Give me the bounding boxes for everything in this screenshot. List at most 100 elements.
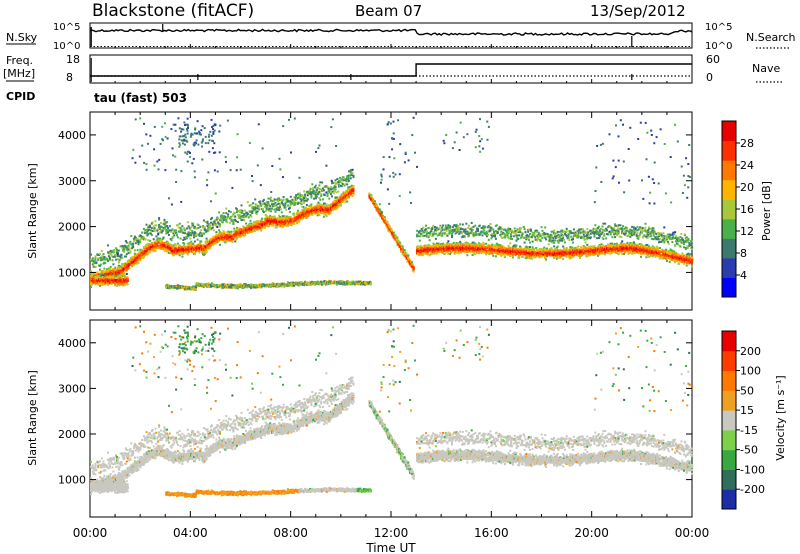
power-cell bbox=[331, 195, 333, 198]
power-cell bbox=[229, 210, 232, 213]
power-cell bbox=[191, 230, 194, 233]
power-cell bbox=[185, 227, 188, 230]
power-cell bbox=[91, 263, 94, 266]
power-cell bbox=[133, 263, 135, 266]
power-cell bbox=[150, 222, 153, 225]
power-cell bbox=[322, 198, 324, 201]
power-cell bbox=[92, 264, 95, 267]
power-cell bbox=[331, 182, 334, 184]
power-cell bbox=[305, 214, 307, 217]
power-cell bbox=[248, 227, 251, 230]
power-cell bbox=[228, 210, 230, 213]
power-cell bbox=[222, 236, 225, 239]
power-cell bbox=[227, 213, 230, 216]
power-cell bbox=[134, 236, 137, 239]
power-cell bbox=[239, 209, 242, 212]
power-cell bbox=[169, 243, 172, 246]
power-cell bbox=[303, 190, 306, 193]
power-cell bbox=[127, 264, 130, 267]
power-cell bbox=[275, 221, 278, 224]
power-cell bbox=[305, 212, 308, 215]
power-cell bbox=[149, 239, 152, 242]
power-cell bbox=[116, 258, 119, 261]
power-cell bbox=[125, 253, 128, 256]
power-cell bbox=[150, 229, 152, 232]
power-cell bbox=[211, 222, 214, 225]
power-cell bbox=[91, 276, 94, 279]
power-cell bbox=[108, 259, 111, 262]
power-cell bbox=[304, 195, 307, 198]
power-cell bbox=[331, 201, 334, 204]
power-cell bbox=[155, 235, 158, 238]
power-cell bbox=[90, 253, 92, 256]
power-cell bbox=[236, 283, 239, 286]
power-cell bbox=[97, 257, 100, 260]
power-cell bbox=[206, 220, 209, 223]
power-cell bbox=[232, 221, 235, 224]
power-cell bbox=[150, 227, 153, 230]
power-cell bbox=[261, 226, 264, 229]
power-cell bbox=[158, 223, 161, 226]
power-cell bbox=[186, 253, 189, 256]
power-cell bbox=[305, 197, 307, 200]
power-cell bbox=[297, 221, 300, 223]
power-cell bbox=[259, 200, 262, 203]
power-cell bbox=[339, 198, 342, 201]
power-cell bbox=[267, 201, 270, 203]
power-cell bbox=[167, 231, 169, 234]
power-cell bbox=[181, 250, 184, 253]
power-cell bbox=[94, 258, 97, 261]
freq-left-tick-top: 18 bbox=[66, 53, 80, 66]
power-cell bbox=[268, 203, 271, 206]
power-cell bbox=[347, 194, 350, 197]
power-cell bbox=[186, 234, 189, 237]
power-cell bbox=[94, 255, 97, 258]
power-cell bbox=[111, 251, 114, 254]
power-cell bbox=[124, 255, 127, 258]
power-cell bbox=[224, 216, 227, 219]
power-cell bbox=[90, 286, 92, 289]
power-cell bbox=[197, 227, 200, 229]
power-cell bbox=[100, 274, 103, 277]
power-cell bbox=[202, 225, 204, 227]
power-cell bbox=[219, 223, 221, 226]
power-cell bbox=[107, 270, 109, 273]
power-cell bbox=[271, 207, 273, 210]
power-cell bbox=[154, 250, 157, 252]
power-cell bbox=[317, 192, 320, 195]
power-cell bbox=[236, 226, 238, 229]
power-cell bbox=[324, 213, 327, 216]
power-cell bbox=[200, 240, 203, 243]
power-cell bbox=[107, 255, 110, 258]
power-cell bbox=[254, 210, 257, 212]
power-cell bbox=[128, 267, 131, 270]
power-cell bbox=[140, 255, 143, 258]
power-cell bbox=[274, 226, 277, 229]
power-cell bbox=[370, 283, 372, 286]
power-cell bbox=[222, 212, 225, 215]
power-cell bbox=[243, 213, 246, 216]
power-cell bbox=[201, 234, 204, 237]
power-cell bbox=[293, 223, 296, 225]
power-cell bbox=[145, 232, 148, 234]
power-cell bbox=[126, 249, 129, 252]
power-cell bbox=[227, 215, 230, 218]
power-cell bbox=[271, 216, 273, 219]
power-cell bbox=[225, 219, 228, 221]
power-cell bbox=[327, 206, 330, 209]
power-cell bbox=[250, 230, 253, 233]
power-cell bbox=[313, 197, 316, 200]
power-cell bbox=[182, 231, 185, 234]
freq-right-tick-bottom: 0 bbox=[706, 71, 713, 84]
power-cell bbox=[120, 254, 123, 257]
power-cell bbox=[291, 198, 294, 201]
power-cell bbox=[323, 202, 326, 205]
power-cell bbox=[111, 259, 114, 262]
power-cell bbox=[340, 181, 343, 184]
power-cell bbox=[222, 286, 225, 289]
power-cell bbox=[278, 197, 281, 200]
power-cell bbox=[233, 227, 236, 230]
power-cell bbox=[283, 285, 286, 288]
power-cell bbox=[193, 248, 195, 251]
power-cell bbox=[344, 198, 347, 201]
